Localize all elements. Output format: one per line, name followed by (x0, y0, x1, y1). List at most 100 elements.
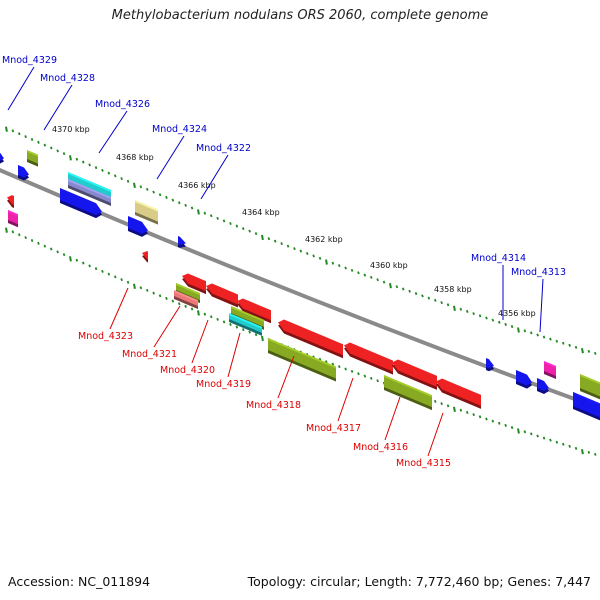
kbp-tick (305, 251, 309, 256)
gene-mnod-4323[interactable] (142, 251, 148, 263)
kbp-tick (523, 329, 527, 333)
gene-mnod-4311[interactable] (580, 374, 600, 402)
kbp-tick (241, 227, 245, 231)
reverse-gene-label[interactable]: Mnod_4323 (78, 331, 133, 342)
kbp-tick (382, 280, 386, 284)
gene-mnod-4318[interactable] (268, 338, 336, 382)
kbp-tick (421, 294, 424, 298)
gene-mnod-4319c[interactable] (229, 313, 262, 336)
kbp-tick (88, 163, 91, 167)
gene-mnod-4326b[interactable] (68, 179, 111, 207)
reverse-gene-label[interactable]: Mnod_4321 (122, 349, 177, 360)
reverse-tick (158, 294, 162, 298)
gene-mnod-4316[interactable] (384, 375, 432, 411)
reverse-tick (344, 367, 347, 371)
forward-gene-label-leader (539, 278, 544, 333)
reverse-tick (120, 278, 123, 282)
gene-mnod-4312[interactable] (537, 378, 549, 394)
gene-mnod-4318a[interactable] (278, 319, 343, 359)
reverse-gene-label-leader (191, 319, 209, 364)
kbp-tick (293, 247, 296, 251)
forward-gene-label[interactable]: Mnod_4328 (40, 73, 95, 84)
forward-gene-label[interactable]: Mnod_4329 (2, 55, 57, 66)
reverse-tick (49, 247, 53, 251)
reverse-tick (510, 426, 514, 430)
forward-gene-label[interactable]: Mnod_4322 (196, 143, 251, 154)
kbp-tick (478, 314, 482, 318)
kbp-tick (107, 171, 111, 175)
reverse-tick (536, 434, 539, 438)
reverse-gene-label[interactable]: Mnod_4320 (160, 365, 215, 376)
reverse-tick (261, 335, 264, 342)
kbp-label: 4364 kbp (242, 208, 280, 217)
kbp-tick (165, 195, 168, 199)
kbp-tick (56, 149, 59, 153)
reverse-gene-label[interactable]: Mnod_4317 (306, 423, 361, 434)
kbp-tick (593, 351, 597, 355)
kbp-tick (549, 337, 552, 341)
gene-mnod-4332[interactable] (7, 195, 14, 208)
gene-mnod-4330[interactable] (128, 216, 148, 237)
reverse-gene-label[interactable]: Mnod_4315 (396, 458, 451, 469)
forward-gene-label[interactable]: Mnod_4326 (95, 99, 150, 110)
kbp-tick (49, 146, 53, 150)
reverse-gene-label-leader (227, 332, 241, 378)
kbp-tick (113, 174, 117, 178)
kbp-tick (453, 305, 456, 312)
reverse-tick (126, 280, 130, 284)
kbp-tick (5, 126, 8, 132)
reverse-tick (549, 438, 552, 442)
kbp-tick (459, 307, 463, 311)
kbp-tick (472, 312, 475, 316)
reverse-tick (369, 376, 373, 380)
reverse-tick (113, 275, 117, 279)
reverse-tick (581, 448, 584, 455)
reverse-tick (209, 315, 213, 319)
gene-mnod-4324[interactable] (135, 200, 158, 225)
reverse-tick (203, 312, 207, 316)
reverse-tick (235, 325, 239, 329)
forward-gene-label[interactable]: Mnod_4314 (471, 253, 526, 264)
kbp-label: 4356 kbp (498, 309, 536, 318)
kbp-tick (222, 219, 226, 223)
reverse-tick (350, 369, 354, 373)
gene-mnod-4317[interactable] (344, 342, 393, 375)
gene-mnod-4310[interactable] (573, 392, 600, 423)
reverse-tick (139, 286, 143, 290)
forward-gene-label-leader (43, 84, 73, 131)
reverse-tick (5, 227, 8, 233)
gene-mnod-4327[interactable] (18, 165, 29, 181)
gene-mnod-4315[interactable] (436, 378, 481, 409)
gene-mnod-4328[interactable] (27, 150, 38, 167)
kbp-tick (510, 325, 514, 329)
gene-mnod-4320[interactable] (206, 283, 238, 308)
reverse-gene-label[interactable]: Mnod_4319 (196, 379, 251, 390)
forward-gene-label[interactable]: Mnod_4313 (511, 267, 566, 278)
kbp-labels: 4370 kbp 4368 kbp 4366 kbp 4364 kbp 4362 kbp… (52, 125, 536, 318)
gene-mnod-4313a[interactable] (516, 370, 532, 389)
gene-mnod-4316a[interactable] (392, 359, 437, 390)
gene-mnod-4321c[interactable] (182, 273, 206, 295)
reverse-tick (491, 419, 495, 423)
gene-mnod-4321b[interactable] (174, 290, 198, 310)
gene-mnod-4325[interactable] (60, 188, 102, 219)
reverse-tick (485, 417, 488, 421)
reverse-gene-label[interactable]: Mnod_4318 (246, 400, 301, 411)
kbp-tick (24, 135, 27, 139)
forward-gene-label[interactable]: Mnod_4324 (152, 124, 207, 135)
kbp-tick (171, 198, 175, 202)
gene-mnod-4331[interactable] (8, 210, 18, 228)
gene-mnod-4313[interactable] (544, 361, 556, 380)
kbp-tick (536, 333, 539, 337)
gene-mnod-4319a[interactable] (237, 298, 271, 324)
kbp-tick (133, 182, 136, 188)
gene-mnod-4329[interactable] (0, 151, 4, 164)
reverse-tick (472, 413, 475, 417)
reverse-gene-label[interactable]: Mnod_4316 (353, 442, 408, 453)
reverse-tick (216, 317, 219, 321)
reverse-tick (376, 379, 379, 383)
kbp-tick (139, 185, 143, 189)
gene-mnod-4322[interactable] (178, 236, 186, 248)
kbp-tick (414, 292, 418, 296)
gene-mnod-4314[interactable] (486, 358, 494, 372)
